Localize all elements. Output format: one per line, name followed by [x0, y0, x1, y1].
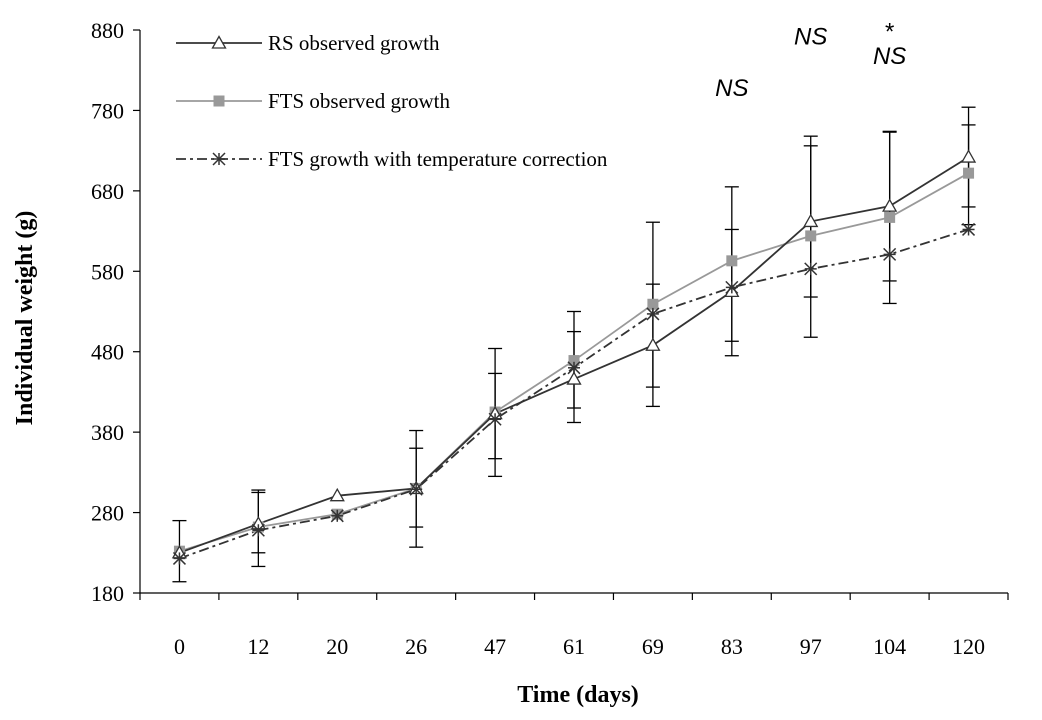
x-tick-label: 97	[800, 634, 822, 659]
annotation-label: NS	[794, 23, 827, 50]
y-tick-label: 880	[91, 18, 124, 43]
data-point	[568, 355, 580, 367]
y-axis-title: Individual weight (g)	[12, 211, 38, 426]
data-point	[962, 222, 976, 236]
data-point	[172, 551, 186, 565]
error-bars	[172, 124, 976, 583]
x-tick-label: 26	[405, 634, 427, 659]
x-tick-label: 61	[563, 634, 585, 659]
data-point	[329, 487, 345, 502]
legend-label: FTS growth with temperature correction	[268, 147, 608, 171]
y-tick-label: 680	[91, 179, 124, 204]
data-point	[960, 149, 977, 163]
data-point	[805, 230, 817, 242]
x-tick-label: 47	[484, 634, 506, 659]
annotation-label: *	[885, 19, 894, 46]
legend: RS observed growth FTS observed growth FTS…	[176, 31, 608, 171]
x-tick-label: 12	[247, 634, 269, 659]
legend-label: FTS observed growth	[268, 89, 450, 113]
x-ticks: 0 12 20 26 47 61 69 83 97 104 120	[139, 593, 1009, 659]
annotation-label: NS	[873, 43, 906, 70]
annotation-label: NS	[715, 75, 748, 102]
data-point	[251, 523, 265, 537]
legend-label: RS observed growth	[268, 31, 440, 55]
y-tick-label: 580	[91, 259, 124, 284]
legend-swatch-marker	[213, 95, 225, 107]
data-point	[488, 412, 502, 426]
x-tick-label: 104	[873, 634, 906, 659]
x-tick-label: 83	[721, 634, 743, 659]
data-point	[963, 167, 975, 179]
y-ticks: 180 280 380 480 580 680 780 880	[91, 18, 140, 606]
y-tick-label: 480	[91, 340, 124, 365]
legend-swatch-marker	[211, 35, 227, 49]
data-point	[726, 255, 738, 267]
error-bars	[251, 106, 976, 554]
data-point	[646, 307, 660, 321]
x-tick-label: 0	[174, 634, 185, 659]
data-point	[647, 298, 659, 310]
y-tick-label: 280	[91, 501, 124, 526]
x-tick-label: 120	[952, 634, 985, 659]
data-point	[883, 247, 897, 261]
y-tick-label: 780	[91, 98, 124, 123]
data-point	[884, 211, 896, 223]
data-point	[882, 198, 898, 212]
x-tick-label: 20	[326, 634, 348, 659]
data-point	[804, 262, 818, 276]
data-point	[566, 371, 582, 385]
plot-marks	[171, 106, 977, 583]
data-point	[803, 213, 819, 228]
y-tick-label: 180	[91, 581, 124, 606]
x-tick-label: 69	[642, 634, 664, 659]
axes: 180 280 380 480 580 680 780 880 0 12 20 26 47 61 69 83…	[91, 18, 1009, 659]
data-point	[567, 361, 581, 375]
data-point	[409, 482, 423, 496]
data-point	[645, 337, 661, 351]
x-axis-title: Time (days)	[517, 682, 639, 708]
legend-swatch-marker	[212, 152, 226, 166]
data-point	[725, 280, 739, 294]
y-tick-label: 380	[91, 420, 124, 445]
data-point	[330, 509, 344, 523]
